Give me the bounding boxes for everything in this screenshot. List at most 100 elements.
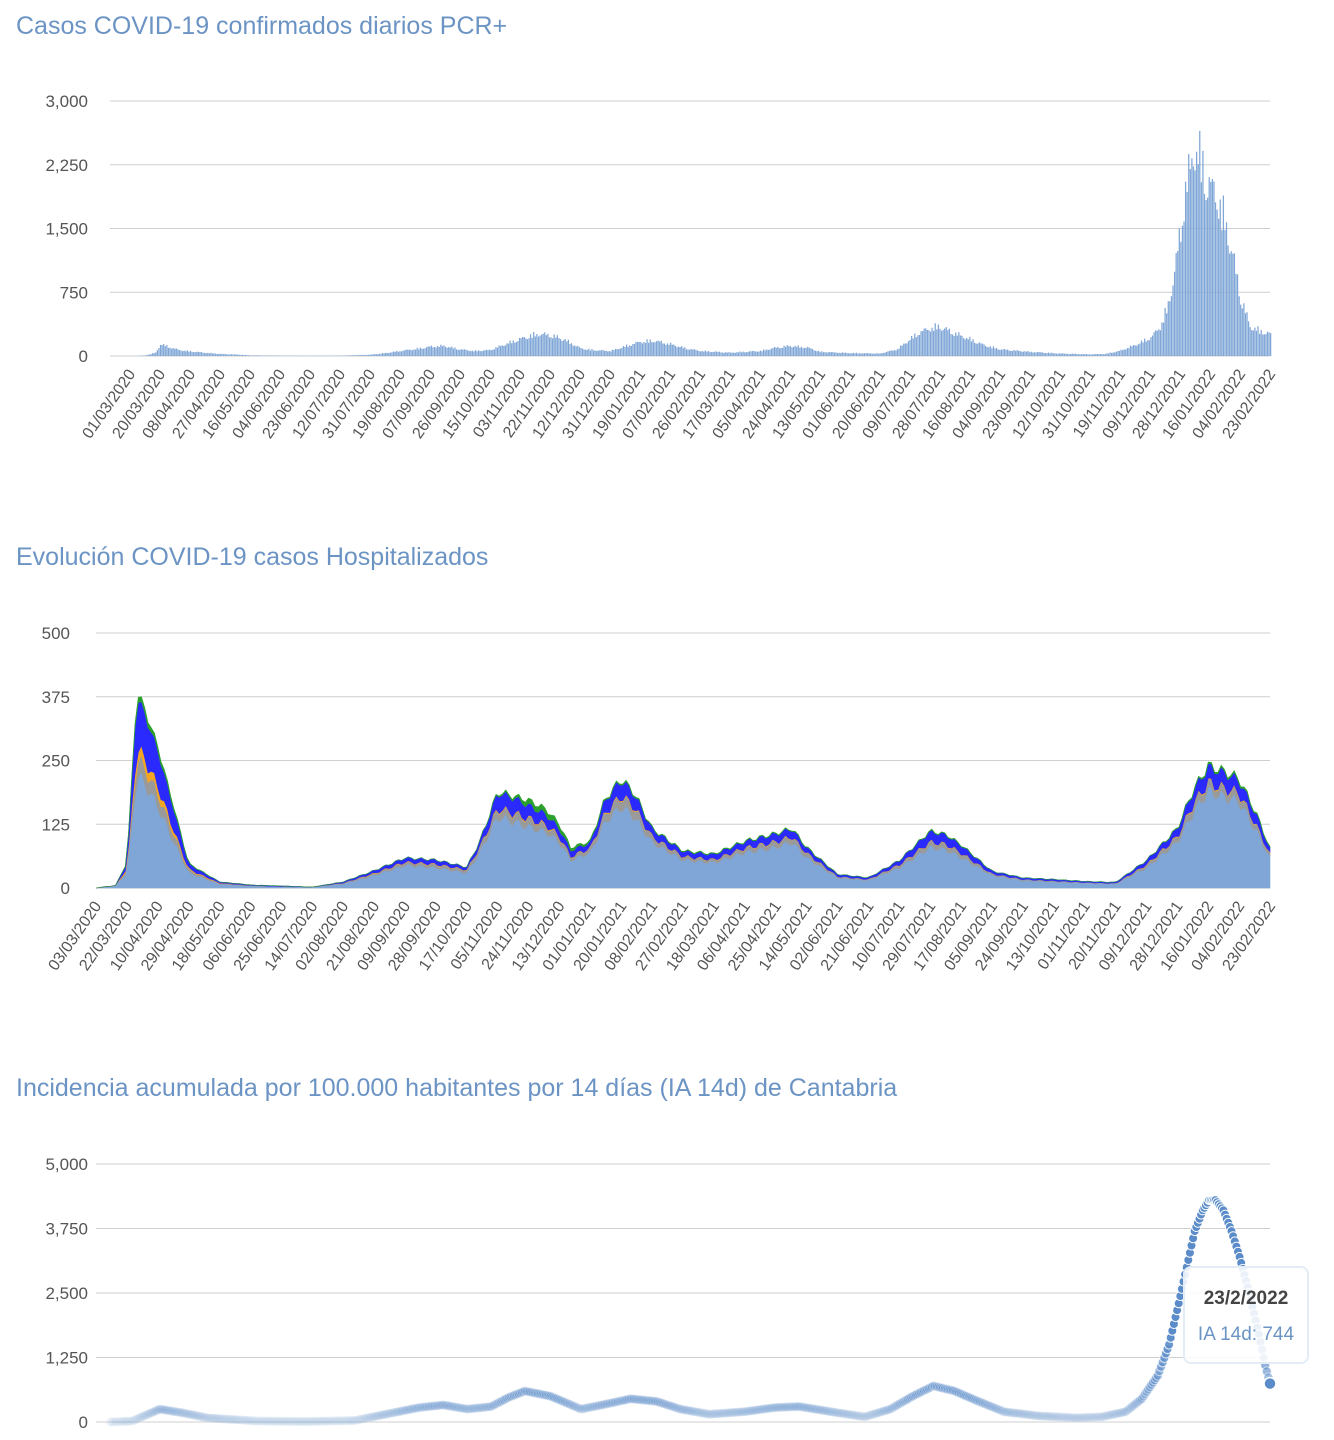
cases-bar <box>794 345 796 356</box>
cases-bar <box>1013 350 1015 356</box>
ia-point <box>816 1405 827 1416</box>
ia-ytick: 2,500 <box>45 1284 88 1303</box>
incidence-chart[interactable]: 5,000 3,750 2,500 1,250 0 <box>0 1140 1334 1440</box>
ia-point <box>502 1393 513 1404</box>
ia-point <box>1027 1410 1038 1421</box>
ia-point <box>348 1415 359 1426</box>
cases-bar <box>896 349 899 356</box>
cases-bar <box>618 349 620 356</box>
cases-bar <box>441 346 444 356</box>
cases-bar <box>992 346 995 356</box>
ia-point <box>664 1400 675 1411</box>
ia-point <box>306 1416 317 1427</box>
ia-point <box>353 1414 364 1425</box>
cases-bar <box>457 349 459 356</box>
cases-bar <box>380 353 382 356</box>
cases-bar <box>958 332 960 356</box>
cases-bar <box>410 349 412 356</box>
cases-bar <box>630 345 632 356</box>
ia-point <box>497 1395 508 1406</box>
ia-point <box>241 1415 252 1426</box>
cases-bar <box>523 337 525 356</box>
cases-bar <box>539 335 541 356</box>
ia-highlight-point[interactable] <box>1263 1376 1277 1391</box>
cases-bar <box>813 350 815 356</box>
cases-bar <box>762 349 765 356</box>
ia-point <box>345 1415 356 1426</box>
ia-point <box>959 1390 969 1401</box>
ia-point <box>486 1401 497 1412</box>
cases-bar <box>1265 334 1267 356</box>
ia-point <box>670 1402 681 1413</box>
ia-point <box>994 1404 1005 1415</box>
ia-point <box>1003 1407 1014 1418</box>
cases-bar <box>1046 353 1048 356</box>
cases-bar <box>1033 352 1036 356</box>
cases-bar <box>917 335 919 356</box>
cases-bar <box>597 350 599 356</box>
ia-point <box>254 1416 264 1426</box>
cases-bar <box>936 329 938 356</box>
cases-bar <box>570 343 573 356</box>
hosp-ytick: 375 <box>42 688 70 707</box>
cases-bar <box>1082 353 1084 356</box>
ia-point <box>883 1404 894 1415</box>
cases-bar <box>744 352 746 356</box>
cases-bar <box>166 345 168 356</box>
cases-bar <box>170 348 173 356</box>
cases-bar <box>810 348 812 356</box>
cases-bar <box>501 345 503 356</box>
ia-point <box>226 1414 237 1425</box>
ia-point <box>1007 1407 1017 1418</box>
ia-point <box>550 1393 561 1404</box>
cases-bar <box>728 352 730 356</box>
ia-point <box>430 1400 441 1411</box>
cases-bar <box>433 347 436 356</box>
ia-point <box>731 1407 742 1418</box>
ia-point <box>109 1416 120 1427</box>
cases-bar <box>1136 345 1138 356</box>
ia-point <box>1048 1411 1059 1422</box>
cases-bar <box>1145 341 1147 356</box>
ia-ytick: 5,000 <box>45 1155 88 1174</box>
ia-point <box>701 1408 711 1419</box>
ia-point <box>939 1383 950 1394</box>
ia-point <box>595 1400 606 1411</box>
cases-bar <box>352 355 354 356</box>
ia-point <box>747 1405 758 1416</box>
ia-point <box>164 1405 175 1416</box>
ia-point <box>576 1404 586 1415</box>
ia-point <box>1090 1412 1101 1423</box>
ia-point <box>989 1402 1000 1413</box>
ia-point <box>140 1410 151 1421</box>
cases-bar <box>596 350 598 356</box>
cases-bar <box>1200 182 1202 356</box>
cases-bar <box>556 335 558 356</box>
ia-point <box>505 1391 516 1402</box>
cases-bar <box>997 349 999 356</box>
cases-bar <box>729 352 732 356</box>
ia-point <box>965 1392 976 1403</box>
cases-bar <box>490 350 492 356</box>
ia-point <box>617 1395 628 1406</box>
cases-bar <box>797 345 799 356</box>
ia-point <box>971 1395 982 1406</box>
ia-point <box>340 1415 351 1426</box>
cases-bar <box>512 340 514 356</box>
ia-point <box>826 1406 836 1417</box>
cases-bar <box>819 352 821 356</box>
cases-bar <box>625 344 628 356</box>
ia-point <box>1138 1391 1149 1402</box>
cases-bar <box>780 347 782 356</box>
ia-point <box>574 1403 585 1414</box>
cases-bar <box>487 350 489 356</box>
ia-point <box>178 1408 189 1418</box>
cases-bar <box>254 355 256 356</box>
ia-point <box>1075 1412 1086 1423</box>
ia-point <box>771 1402 782 1413</box>
ia-point <box>199 1412 210 1423</box>
cases-bar <box>459 349 461 356</box>
cases-bar <box>937 324 940 356</box>
cases-bar <box>761 351 763 356</box>
cases-bar <box>235 354 237 356</box>
